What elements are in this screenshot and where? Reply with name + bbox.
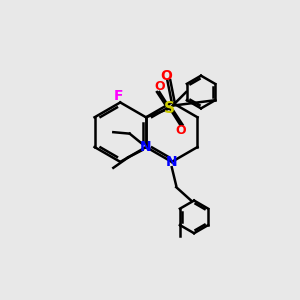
Text: N: N [166,155,178,169]
Text: O: O [160,69,172,83]
Text: S: S [164,101,175,116]
Text: O: O [175,124,185,137]
Text: F: F [114,89,124,103]
Text: O: O [154,80,165,93]
Text: N: N [140,140,151,154]
